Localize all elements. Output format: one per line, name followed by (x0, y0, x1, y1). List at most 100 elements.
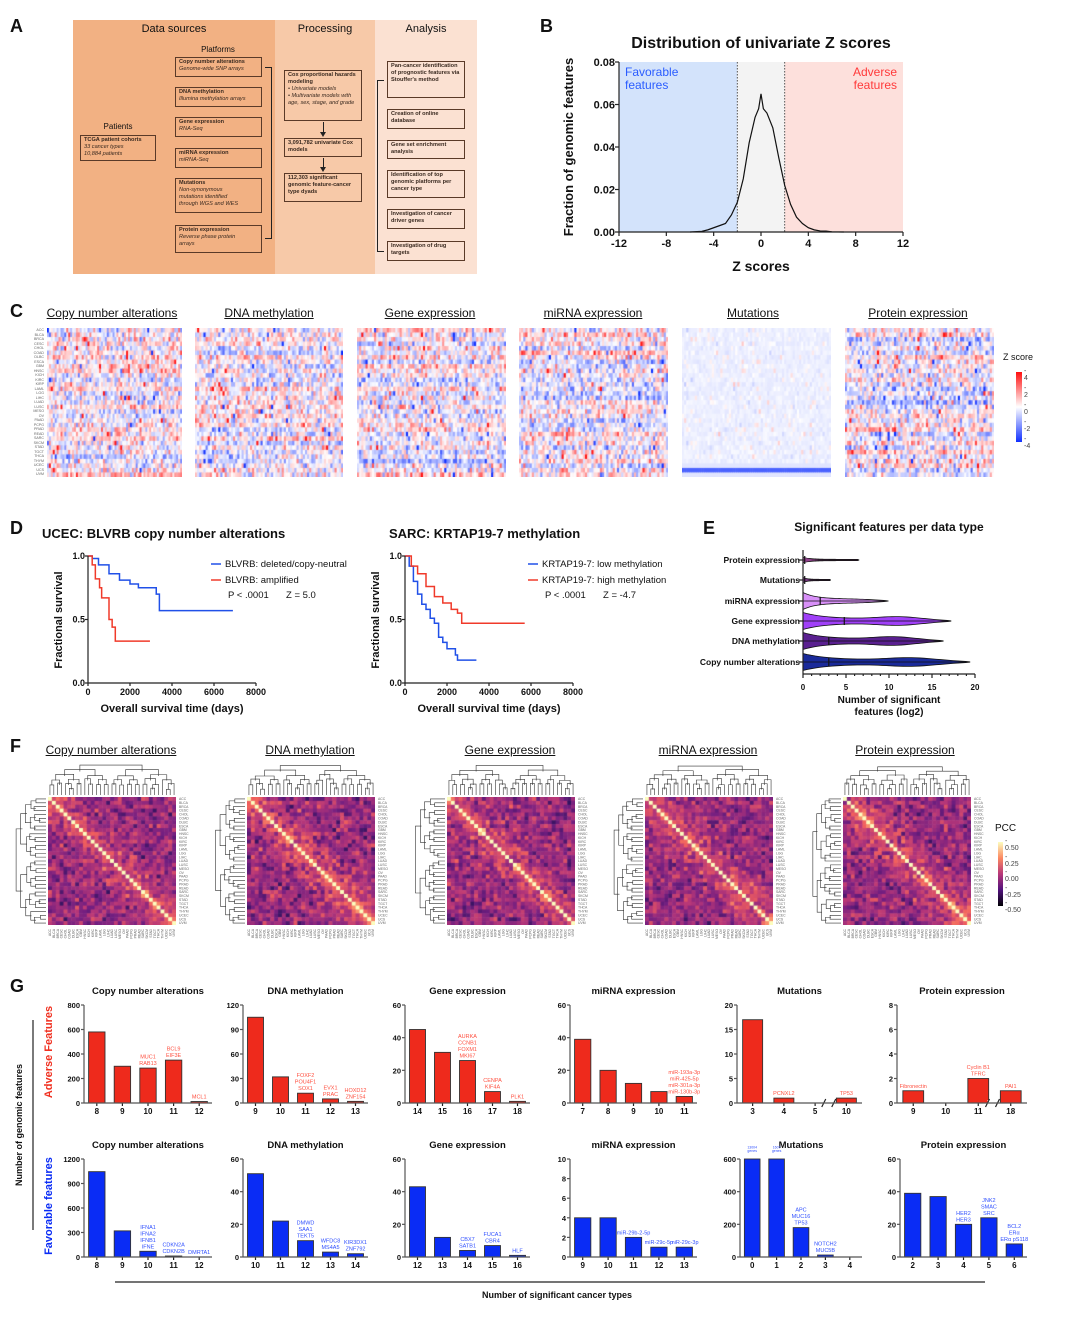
dendrogram-branch (879, 784, 885, 795)
y-tick-label: 40 (393, 1034, 401, 1043)
cancer-type-label: STAD (34, 445, 44, 450)
bar-annotation: SMAC (981, 1204, 997, 1210)
y-tick-label: 5 (729, 1075, 733, 1084)
cancer-type-label: HNSC (83, 928, 87, 938)
dendrogram-branch (626, 864, 643, 874)
cancer-type-label: UVM (179, 921, 187, 925)
cancer-type-label: LGG (776, 851, 784, 855)
bar (574, 1038, 592, 1104)
y-tick-label: 20 (558, 1066, 566, 1075)
bar (574, 1217, 592, 1258)
cancer-type-label: MESO (317, 929, 321, 939)
cancer-type-label: BLCA (578, 801, 588, 805)
correlation-heatmap-gene (447, 797, 575, 925)
dendrogram-branch (448, 780, 456, 795)
x-tick-label: 11 (974, 1107, 983, 1116)
dendrogram-branch (829, 852, 841, 858)
cancer-type-label: UCS (578, 917, 586, 921)
y-tick-label: 600 (67, 1204, 80, 1213)
p-value: P < .0001 (545, 590, 586, 601)
cancer-type-label: KICH (179, 836, 188, 840)
cancer-type-label: THCA (34, 454, 44, 459)
cancer-type-label: UCS (367, 928, 371, 936)
cancer-type-label: READ (776, 886, 786, 890)
panel-label-e: E (703, 518, 716, 538)
bar-annotation: MS4A5 (321, 1245, 339, 1251)
bar-annotation: POU4F1 (295, 1080, 316, 1086)
dendrogram-branch (15, 828, 23, 892)
dendrogram-branch (30, 911, 46, 921)
cancer-type-label: TGCT (34, 449, 44, 454)
bar (322, 1251, 339, 1258)
cancer-type-label: MESO (578, 867, 588, 871)
cancer-type-label: DLBC (974, 820, 984, 824)
x-tick-label: 6 (1012, 1261, 1017, 1270)
chart-title: miRNA expression (591, 986, 675, 997)
cancer-type-label: OV (578, 871, 584, 875)
x-tick-label: 16 (513, 1261, 522, 1270)
cancer-type-label: THCA (776, 906, 786, 910)
dendrogram-branch (79, 764, 143, 772)
cancer-type-label: BLCA (251, 928, 255, 938)
cancer-type-label: READ (932, 928, 936, 938)
dendrogram-branch (349, 784, 354, 795)
x-tick-label: 16 (463, 1107, 472, 1116)
cancer-type-label: BLCA (649, 928, 653, 938)
dendrogram-branch (433, 829, 445, 835)
cancer-type-label: ESCA (578, 824, 588, 828)
chart-title: SARC: KRTAP19-7 methylation (389, 526, 580, 541)
legend-label: KRTAP19-7: high methylation (542, 575, 666, 586)
x-axis-label: features (log2) (855, 707, 924, 718)
cancer-type-label: KICH (974, 836, 983, 840)
x-tick-label: 9 (120, 1261, 125, 1270)
dendrogram-branch (631, 895, 643, 901)
y-tick-label: 60 (558, 1001, 566, 1010)
cancer-type-label: TGCT (948, 929, 952, 938)
bar-annotation: CDKN2B (162, 1249, 185, 1255)
cancer-type-label: STAD (776, 898, 785, 902)
bar (742, 1019, 764, 1104)
dendrogram-branch (425, 869, 431, 887)
cancer-type-label: STAD (974, 898, 983, 902)
dendrogram-branch (728, 784, 733, 795)
cancer-type-label: HNSC (680, 928, 684, 938)
cancer-type-label: READ (378, 886, 388, 890)
cancer-type-label: UCEC (578, 913, 588, 917)
corr-title-protein: Protein expression (855, 743, 955, 757)
cancer-type-label: LGG (974, 851, 982, 855)
y-tick-label: 1.0 (389, 551, 402, 561)
cancer-type-label: LIHC (974, 855, 982, 859)
y-tick-label: 8 (889, 1001, 893, 1010)
cancer-type-label: PRAD (578, 882, 588, 886)
cancer-type-label: ESCA (378, 824, 388, 828)
dendrogram-branch (429, 897, 445, 904)
cancer-type-label: CHOL (974, 813, 984, 817)
bar (484, 1245, 501, 1258)
analysis-text: Creation of online database (391, 111, 439, 124)
bar (743, 1158, 761, 1258)
cancer-type-label: UCEC (776, 913, 786, 917)
x-tick-label: 18 (513, 1107, 522, 1116)
dendrogram-branch (761, 783, 768, 795)
cancer-type-label: PCPG (578, 879, 588, 883)
dendrogram-branch (35, 798, 46, 804)
y-tick-label: 1200 (63, 1155, 80, 1164)
cancer-type-label: UVM (36, 472, 44, 477)
platform-box: Mutations Non-synonymous mutations identif… (175, 178, 262, 213)
bar-annotation: NOTCH2 (814, 1242, 837, 1248)
zscore-region (619, 62, 738, 232)
bar-annotation: HER2 (956, 1211, 971, 1217)
heatmap-title-mirna: miRNA expression (543, 306, 643, 320)
x-axis-label: Overall survival time (days) (100, 703, 243, 715)
y-tick-label: 0.5 (72, 615, 85, 625)
bar-annotation: 13004 (747, 1146, 757, 1150)
cancer-type-label: SARC (776, 890, 786, 894)
zscore-heatmap-cna (47, 328, 182, 477)
platform-title: DNA methylation (179, 89, 224, 95)
cancer-type-label: UCS (36, 467, 44, 472)
cancer-type-label: THCA (754, 928, 758, 938)
cancer-type-label: PAAD (378, 875, 388, 879)
bar (459, 1060, 476, 1104)
cancer-type-label: SKCM (940, 929, 944, 939)
